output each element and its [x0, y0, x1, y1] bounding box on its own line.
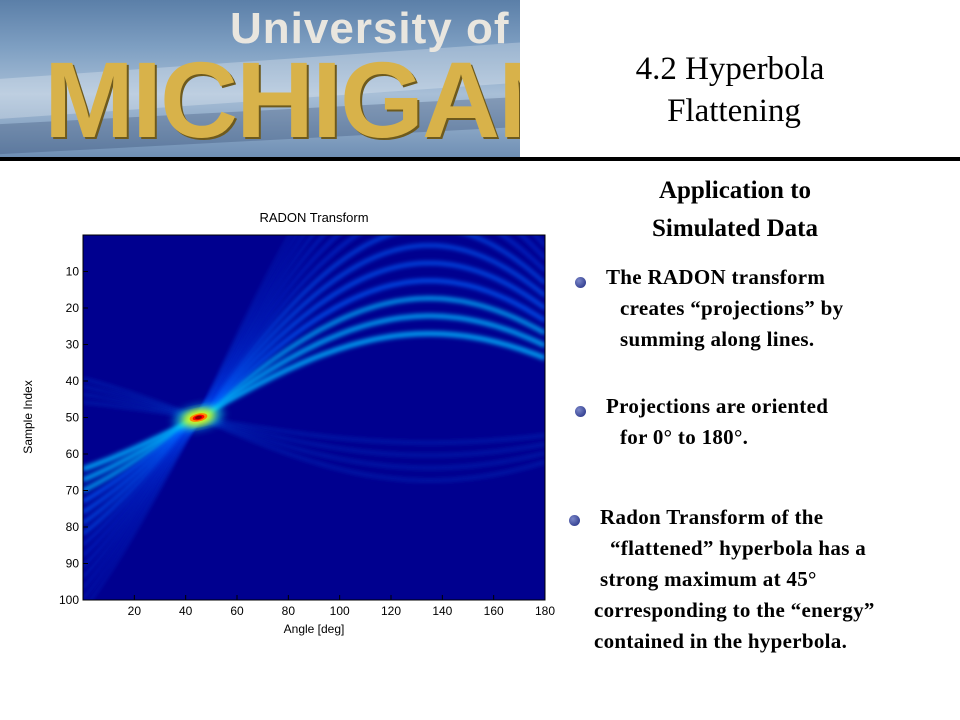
projection-curve [83, 235, 545, 557]
projection-curve [83, 243, 545, 525]
slide-title: 4.2 Hyperbola Flattening [560, 48, 900, 132]
radon-peak [172, 404, 225, 431]
bullet-line: strong maximum at 45° [600, 567, 817, 591]
bullet-radon-transform: The RADON transform creates “projections… [606, 262, 843, 355]
x-tick-label: 180 [535, 604, 555, 618]
bullet-dot-icon [575, 406, 586, 417]
y-axis-label: Sample Index [21, 380, 35, 453]
section-heading: Application to Simulated Data [590, 172, 880, 248]
y-tick-label: 30 [66, 338, 80, 352]
x-tick-label: 100 [330, 604, 350, 618]
bullet-flattened-hyperbola: Radon Transform of the “flattened” hyper… [594, 502, 875, 657]
slide-title-line2: Flattening [667, 93, 801, 129]
bullet-line: The RADON transform [606, 265, 826, 289]
x-tick-label: 120 [381, 604, 401, 618]
x-axis-ticks: 20 40 60 80 100 120 140 160 180 [128, 595, 555, 618]
bullet-line: “flattened” hyperbola has a [610, 536, 867, 560]
university-logo: University of MICHIGAN [0, 0, 520, 157]
bullet-line: contained in the hyperbola. [594, 629, 848, 653]
x-tick-label: 140 [432, 604, 452, 618]
projection-curve [83, 235, 545, 536]
projection-curve [83, 296, 545, 493]
chart-title: RADON Transform [259, 210, 368, 225]
plot-area [83, 235, 545, 600]
projection-curve [83, 313, 545, 483]
radon-curves [83, 235, 545, 600]
projection-curve [83, 377, 545, 482]
x-axis-label: Angle [deg] [284, 622, 345, 636]
peak-glow [195, 415, 202, 420]
section-heading-line1: Application to [658, 177, 812, 204]
header-divider [0, 157, 960, 161]
bullet-dot-icon [569, 515, 580, 526]
y-tick-label: 10 [66, 265, 80, 279]
bullet-line: Projections are oriented [606, 394, 829, 418]
x-tick-label: 60 [230, 604, 244, 618]
projection-curve [83, 331, 545, 472]
projection-curve [83, 392, 545, 457]
bullet-line: corresponding to the “energy” [594, 598, 875, 622]
projection-curve [83, 235, 545, 547]
section-heading-line2: Simulated Data [652, 215, 818, 242]
y-tick-label: 100 [59, 593, 79, 607]
y-tick-label: 20 [66, 301, 80, 315]
bullet-line: for 0° to 180°. [620, 425, 749, 449]
projection-curve [83, 235, 306, 590]
slide-title-line1: 4.2 Hyperbola [635, 51, 825, 87]
projection-curve [83, 235, 315, 579]
y-tick-label: 40 [66, 374, 80, 388]
projection-curve [83, 385, 545, 470]
x-tick-label: 160 [484, 604, 504, 618]
y-tick-label: 60 [66, 447, 80, 461]
y-tick-label: 50 [66, 411, 80, 425]
bullet-line: Radon Transform of the [600, 505, 824, 529]
radon-transform-chart: RADON Transform 20 40 60 80 100 120 140 160 180 … [20, 205, 560, 645]
projection-curve [89, 235, 292, 600]
x-tick-label: 80 [282, 604, 296, 618]
y-tick-label: 80 [66, 520, 80, 534]
projection-curve [83, 278, 545, 504]
radon-chart-svg: RADON Transform 20 40 60 80 100 120 140 160 180 … [21, 210, 555, 636]
logo-text-university: University of [230, 4, 510, 53]
logo-text-michigan: MICHIGAN [44, 39, 520, 157]
x-tick-label: 20 [128, 604, 142, 618]
projection-curve [83, 261, 545, 515]
bullet-line: summing along lines. [620, 327, 815, 351]
bullet-dot-icon [575, 277, 586, 288]
y-axis-ticks: 10 20 30 40 50 60 70 80 90 100 [59, 265, 88, 607]
y-tick-label: 70 [66, 484, 80, 498]
projection-curve [83, 235, 298, 600]
projection-curve [83, 400, 545, 445]
bullet-projections: Projections are oriented for 0° to 180°. [606, 391, 828, 453]
x-tick-label: 40 [179, 604, 193, 618]
y-tick-label: 90 [66, 557, 80, 571]
projection-curve [83, 235, 545, 568]
bullet-line: creates “projections” by [620, 296, 844, 320]
